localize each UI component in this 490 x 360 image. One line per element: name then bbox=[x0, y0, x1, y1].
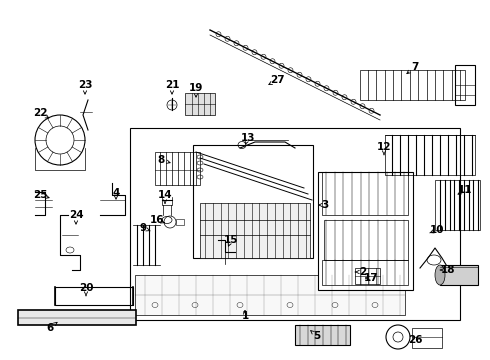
Text: 18: 18 bbox=[441, 265, 455, 275]
Bar bbox=[385, 135, 475, 175]
Text: 5: 5 bbox=[314, 331, 320, 341]
Bar bbox=[200, 203, 310, 258]
Text: 21: 21 bbox=[165, 80, 179, 90]
Bar bbox=[412, 328, 442, 348]
Bar bbox=[322, 172, 408, 215]
Bar bbox=[322, 260, 408, 285]
Bar bbox=[435, 180, 480, 230]
Bar bbox=[295, 325, 350, 345]
Text: 19: 19 bbox=[189, 83, 203, 93]
Text: 26: 26 bbox=[408, 335, 422, 345]
Text: 17: 17 bbox=[364, 273, 378, 283]
Text: 15: 15 bbox=[224, 235, 238, 245]
Text: 20: 20 bbox=[79, 283, 93, 293]
Text: 6: 6 bbox=[47, 323, 53, 333]
Text: 22: 22 bbox=[33, 108, 47, 118]
Text: 13: 13 bbox=[241, 133, 255, 143]
Bar bbox=[193, 145, 313, 258]
Text: 7: 7 bbox=[411, 62, 418, 72]
Text: 8: 8 bbox=[157, 155, 165, 165]
Text: 4: 4 bbox=[112, 188, 120, 198]
Text: 2: 2 bbox=[359, 267, 367, 277]
Bar bbox=[155, 152, 200, 185]
Text: 1: 1 bbox=[242, 311, 248, 321]
Bar bbox=[130, 128, 460, 320]
Ellipse shape bbox=[435, 265, 445, 285]
Bar bbox=[318, 172, 413, 290]
Bar bbox=[55, 287, 133, 305]
Bar bbox=[18, 310, 136, 325]
Text: 16: 16 bbox=[150, 215, 164, 225]
Bar bbox=[324, 220, 408, 260]
Bar bbox=[455, 65, 475, 105]
Text: 14: 14 bbox=[158, 190, 172, 200]
Text: 9: 9 bbox=[140, 223, 147, 233]
Text: 3: 3 bbox=[321, 200, 329, 210]
Text: 24: 24 bbox=[69, 210, 83, 220]
Text: 23: 23 bbox=[78, 80, 92, 90]
Text: 11: 11 bbox=[458, 185, 472, 195]
Bar bbox=[135, 275, 405, 315]
Bar bbox=[176, 219, 184, 225]
Bar bbox=[360, 70, 465, 100]
Text: 25: 25 bbox=[33, 190, 47, 200]
Bar bbox=[440, 265, 478, 285]
Bar bbox=[185, 93, 215, 115]
Text: 12: 12 bbox=[377, 142, 391, 152]
Text: 10: 10 bbox=[430, 225, 444, 235]
Text: 27: 27 bbox=[270, 75, 284, 85]
Bar bbox=[355, 268, 380, 284]
